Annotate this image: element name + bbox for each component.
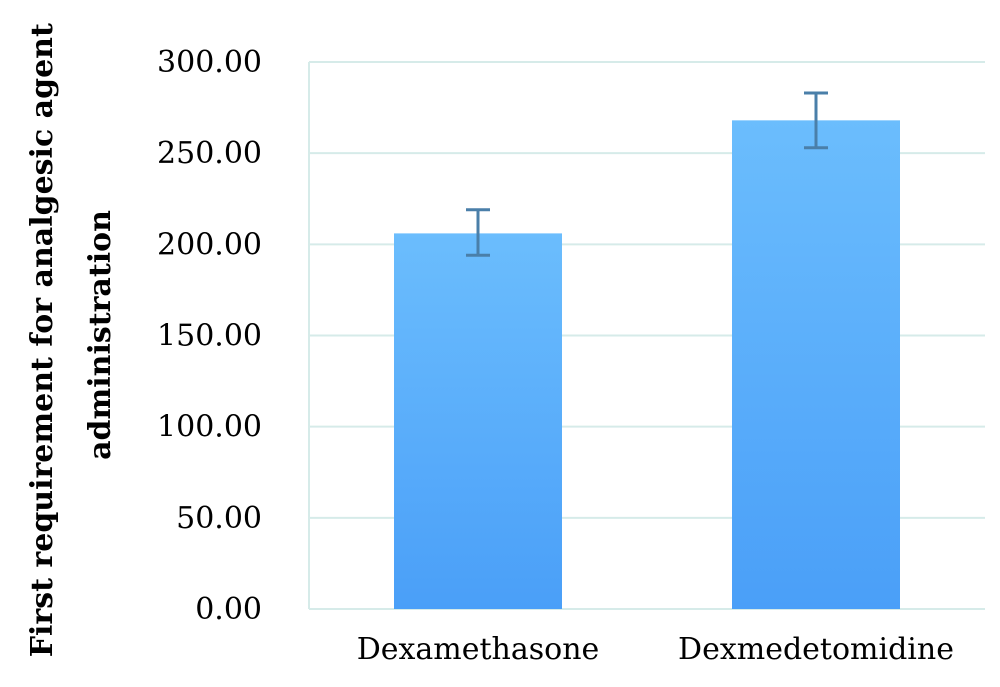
y-tick-label: 0.00 (195, 592, 262, 627)
x-category-labels: Dexamethasone Dexmedetomidine (357, 632, 954, 667)
error-bars (466, 91, 828, 257)
y-tick-label: 100.00 (157, 410, 262, 445)
y-tick-labels: 0.00 50.00 100.00 150.00 200.00 250.00 300.00 (157, 45, 262, 627)
y-tick-label: 200.00 (157, 227, 262, 262)
error-bar (804, 91, 828, 150)
x-category-label: Dexmedetomidine (678, 632, 954, 667)
y-axis-title: First requirement for analgesic agent ad… (25, 13, 118, 658)
y-axis-title-line-1: First requirement for analgesic agent (25, 23, 60, 657)
y-tick-label: 50.00 (176, 501, 262, 536)
y-tick-label: 150.00 (157, 319, 262, 354)
bar (394, 233, 562, 610)
bar (732, 120, 900, 609)
x-category-label: Dexamethasone (357, 632, 600, 667)
error-bar (466, 208, 490, 257)
bars (394, 120, 900, 610)
y-tick-label: 250.00 (157, 136, 262, 171)
y-tick-label: 300.00 (157, 45, 262, 80)
y-axis-title-line-2: administration (83, 210, 118, 460)
